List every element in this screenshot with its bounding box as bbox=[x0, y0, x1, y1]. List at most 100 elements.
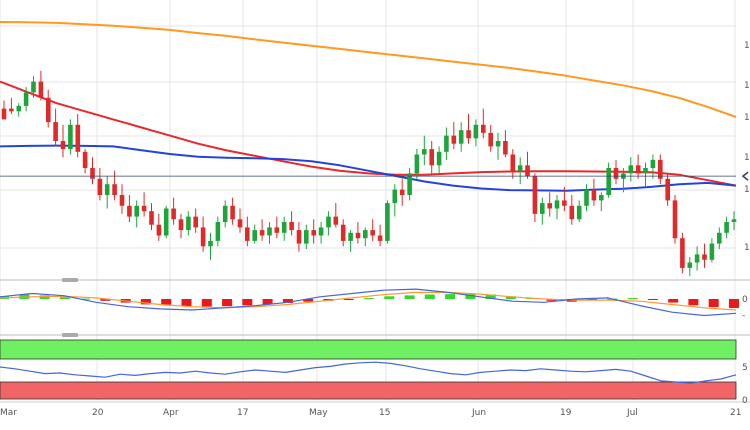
moving-averages bbox=[0, 21, 737, 192]
candle-body-34 bbox=[252, 230, 257, 241]
macd-histogram-bar-8 bbox=[161, 299, 172, 306]
candle-body-72 bbox=[532, 176, 538, 214]
candle-body-96 bbox=[709, 243, 715, 260]
candle-body-4 bbox=[31, 81, 36, 93]
macd-histogram-bar-12 bbox=[242, 299, 253, 306]
macd-histogram-bar-17 bbox=[343, 299, 354, 300]
candle-body-74 bbox=[547, 203, 552, 209]
macd-histogram-bar-22 bbox=[445, 294, 456, 300]
macd-histogram-bar-33 bbox=[668, 299, 679, 303]
candle-body-97 bbox=[717, 232, 722, 244]
candle-body-94 bbox=[694, 254, 700, 263]
macd-histogram-bar-27 bbox=[546, 299, 557, 301]
candle-body-2 bbox=[16, 105, 22, 112]
candles bbox=[1, 70, 737, 276]
rsi-line bbox=[0, 361, 737, 384]
candle-body-19 bbox=[141, 205, 147, 212]
candle-body-44 bbox=[326, 216, 331, 228]
candle-body-42 bbox=[311, 230, 316, 236]
sma-slow-line bbox=[0, 21, 737, 118]
candle-body-15 bbox=[112, 184, 117, 195]
candle-body-24 bbox=[178, 219, 184, 231]
x-tick-label-8: Jul bbox=[626, 408, 638, 418]
candle-body-45 bbox=[333, 216, 339, 225]
candle-body-58 bbox=[429, 149, 434, 166]
candle-body-17 bbox=[127, 205, 132, 217]
macd-histogram-bar-32 bbox=[647, 299, 658, 300]
candle-body-67 bbox=[495, 141, 501, 147]
y-axis: 1 1 1 1 1 1 0 - 5 0 bbox=[742, 41, 750, 406]
candle-body-30 bbox=[222, 205, 228, 222]
macd-panel bbox=[0, 288, 739, 317]
candle-body-18 bbox=[134, 205, 139, 217]
candle-body-64 bbox=[473, 124, 479, 139]
candle-body-53 bbox=[392, 189, 398, 204]
candle-body-26 bbox=[193, 216, 198, 228]
x-axis: Mar 20 Apr 17 May 15 Jun 19 Jul 21 bbox=[0, 408, 741, 418]
candle-body-3 bbox=[23, 92, 29, 106]
candle-body-6 bbox=[46, 97, 51, 123]
candle-body-62 bbox=[458, 130, 464, 144]
macd-histogram-bar-13 bbox=[262, 299, 273, 305]
y-tick-label-0: 1 bbox=[744, 41, 750, 51]
candle-body-99 bbox=[731, 219, 737, 222]
candle-body-55 bbox=[407, 173, 412, 195]
candle-body-71 bbox=[525, 165, 530, 177]
macd-line bbox=[0, 288, 737, 317]
candle-body-27 bbox=[200, 227, 206, 247]
candle-body-98 bbox=[724, 222, 729, 233]
candle-body-83 bbox=[613, 168, 619, 179]
macd-histogram-bar-15 bbox=[303, 299, 314, 302]
candle-body-41 bbox=[304, 230, 309, 244]
candle-body-14 bbox=[104, 184, 110, 195]
candle-body-47 bbox=[348, 232, 353, 241]
x-tick-label-2: Apr bbox=[163, 408, 179, 418]
candle-body-48 bbox=[355, 232, 361, 239]
sma-fast-line bbox=[0, 144, 737, 192]
candle-body-68 bbox=[503, 141, 508, 155]
candle-body-13 bbox=[97, 178, 103, 195]
candle-body-50 bbox=[370, 230, 375, 236]
pane-resize-handle-0[interactable] bbox=[62, 278, 78, 282]
rsi-upper-zone bbox=[0, 339, 737, 360]
x-tick-label-0: Mar bbox=[0, 408, 17, 418]
candle-body-0 bbox=[1, 108, 7, 120]
macd-histogram-bar-25 bbox=[505, 296, 516, 299]
candle-body-56 bbox=[414, 154, 420, 174]
candle-body-82 bbox=[606, 168, 611, 195]
candle-body-33 bbox=[245, 227, 250, 241]
y-tick-label-2: 1 bbox=[744, 185, 750, 195]
candle-body-85 bbox=[628, 165, 634, 174]
macd-histogram-bar-19 bbox=[384, 296, 395, 299]
candle-body-75 bbox=[554, 200, 560, 209]
rsi-lower-zone bbox=[0, 381, 737, 400]
candle-body-29 bbox=[215, 222, 221, 241]
macd-histogram-bar-36 bbox=[729, 299, 739, 308]
candle-body-9 bbox=[68, 124, 73, 150]
candle-body-90 bbox=[665, 178, 670, 201]
macd-histogram-bar-20 bbox=[404, 295, 415, 299]
candle-body-5 bbox=[38, 81, 44, 98]
candle-body-39 bbox=[289, 222, 294, 231]
candle-body-10 bbox=[75, 124, 81, 152]
reference-level bbox=[0, 171, 749, 181]
candle-body-63 bbox=[466, 130, 471, 139]
candle-body-87 bbox=[643, 168, 648, 174]
macd-histogram-bar-9 bbox=[181, 299, 192, 307]
pane-resize-handle-1[interactable] bbox=[62, 333, 78, 337]
macd-histogram-bar-24 bbox=[485, 294, 496, 299]
candle-body-32 bbox=[237, 219, 243, 228]
candle-body-38 bbox=[281, 222, 287, 233]
pane-separators[interactable] bbox=[0, 278, 750, 403]
candle-body-16 bbox=[119, 195, 125, 206]
x-tick-label-6: Jun bbox=[471, 408, 486, 418]
macd-axis-label-0: 0 bbox=[742, 295, 748, 305]
x-tick-label-9: 21 bbox=[730, 408, 741, 418]
candle-body-73 bbox=[540, 203, 545, 214]
candle-body-92 bbox=[680, 238, 685, 268]
candle-body-80 bbox=[591, 189, 597, 201]
x-tick-label-5: 15 bbox=[379, 408, 390, 418]
candle-body-12 bbox=[90, 168, 95, 179]
macd-signal-line bbox=[0, 291, 737, 311]
